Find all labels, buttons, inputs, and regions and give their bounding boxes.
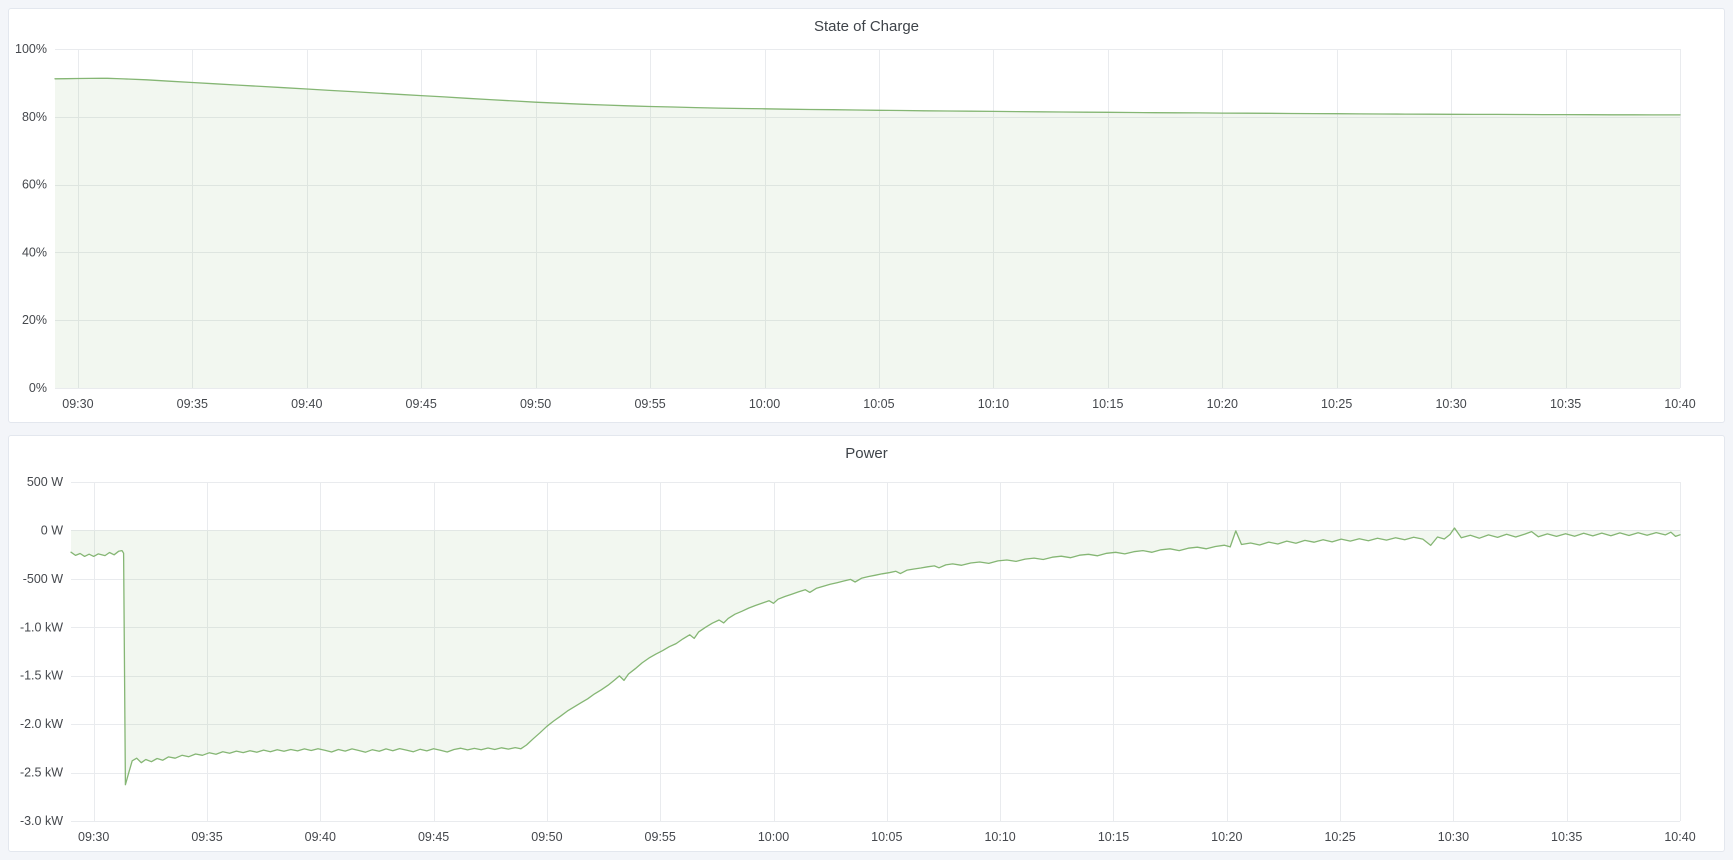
svg-text:10:30: 10:30 — [1438, 830, 1469, 844]
svg-text:09:45: 09:45 — [418, 830, 449, 844]
state-of-charge-plot-area[interactable]: 0% 20% 40% 60% 80% 100% 09:30 09:35 09:40 09:45 09… — [9, 9, 1724, 422]
svg-text:10:20: 10:20 — [1211, 830, 1242, 844]
svg-text:10:10: 10:10 — [984, 830, 1015, 844]
svg-text:20%: 20% — [22, 313, 47, 327]
panel-title-power[interactable]: Power — [845, 445, 888, 462]
svg-text:60%: 60% — [22, 178, 47, 192]
chart-canvas: 500 W 0 W -500 W -1.0 kW -1.5 kW -2.0 kW -2.5 … — [20, 475, 1696, 844]
svg-text:80%: 80% — [22, 110, 47, 124]
svg-text:-1.0 kW: -1.0 kW — [20, 620, 63, 634]
svg-text:09:55: 09:55 — [645, 830, 676, 844]
svg-text:10:35: 10:35 — [1550, 397, 1581, 411]
svg-text:09:55: 09:55 — [634, 397, 665, 411]
svg-text:500 W: 500 W — [27, 475, 63, 489]
svg-text:10:15: 10:15 — [1098, 830, 1129, 844]
svg-text:-2.0 kW: -2.0 kW — [20, 717, 63, 731]
svg-text:10:05: 10:05 — [863, 397, 894, 411]
svg-text:10:20: 10:20 — [1207, 397, 1238, 411]
svg-text:10:25: 10:25 — [1324, 830, 1355, 844]
panel-state-of-charge: State of Charge 0% 20% 40% 60% 80% 100% 09:30 0… — [8, 8, 1725, 423]
svg-text:10:30: 10:30 — [1435, 397, 1466, 411]
svg-text:-3.0 kW: -3.0 kW — [20, 814, 63, 828]
svg-text:-1.5 kW: -1.5 kW — [20, 669, 63, 683]
svg-text:09:50: 09:50 — [531, 830, 562, 844]
panel-title-state-of-charge[interactable]: State of Charge — [813, 18, 920, 35]
svg-text:09:35: 09:35 — [177, 397, 208, 411]
svg-text:10:40: 10:40 — [1664, 830, 1695, 844]
svg-text:10:00: 10:00 — [758, 830, 789, 844]
svg-text:09:40: 09:40 — [305, 830, 336, 844]
svg-text:09:35: 09:35 — [191, 830, 222, 844]
power-plot-area[interactable]: 500 W 0 W -500 W -1.0 kW -1.5 kW -2.0 kW -2.5 … — [9, 436, 1724, 851]
svg-text:09:45: 09:45 — [406, 397, 437, 411]
svg-text:10:15: 10:15 — [1092, 397, 1123, 411]
svg-text:0 W: 0 W — [41, 523, 63, 537]
svg-text:100%: 100% — [15, 42, 47, 56]
svg-text:10:10: 10:10 — [978, 397, 1009, 411]
svg-text:10:05: 10:05 — [871, 830, 902, 844]
svg-text:10:25: 10:25 — [1321, 397, 1352, 411]
svg-text:09:30: 09:30 — [78, 830, 109, 844]
svg-text:0%: 0% — [29, 381, 47, 395]
svg-text:-500 W: -500 W — [23, 572, 63, 586]
svg-text:09:30: 09:30 — [62, 397, 93, 411]
svg-text:40%: 40% — [22, 245, 47, 259]
svg-text:-2.5 kW: -2.5 kW — [20, 766, 63, 780]
svg-text:10:00: 10:00 — [749, 397, 780, 411]
svg-text:10:35: 10:35 — [1551, 830, 1582, 844]
svg-text:09:40: 09:40 — [291, 397, 322, 411]
chart-canvas: 0% 20% 40% 60% 80% 100% 09:30 09:35 09:40 09:45 09… — [15, 42, 1696, 411]
svg-text:10:40: 10:40 — [1664, 397, 1695, 411]
svg-text:09:50: 09:50 — [520, 397, 551, 411]
panel-power: Power 500 W 0 W -500 W -1.0 kW -1.5 kW -2.0 k… — [8, 435, 1725, 852]
